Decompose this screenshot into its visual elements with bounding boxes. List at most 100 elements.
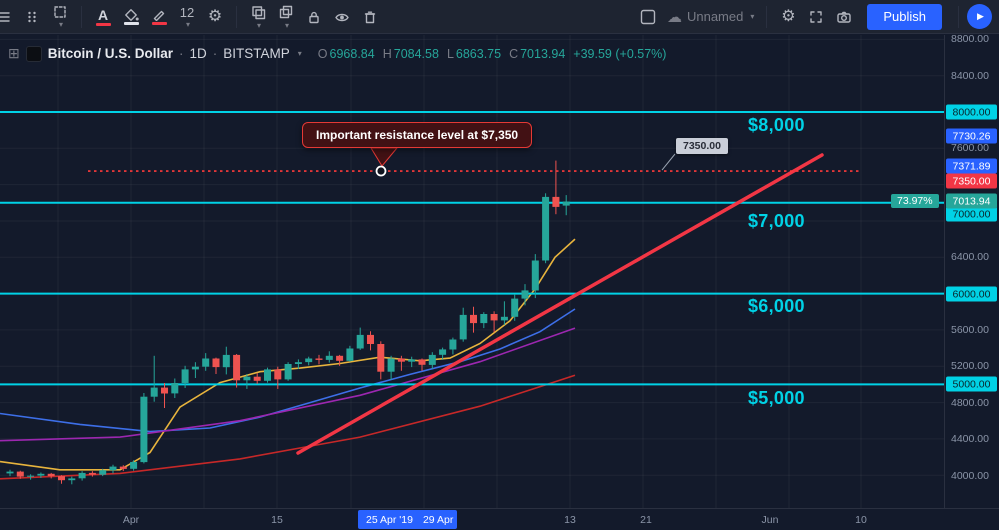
candle[interactable] — [346, 348, 354, 361]
candle[interactable] — [490, 314, 498, 321]
trend-line[interactable] — [296, 153, 824, 455]
snapshot-camera-button[interactable] — [831, 4, 857, 30]
candle[interactable] — [562, 201, 570, 206]
candle[interactable] — [470, 314, 477, 324]
drawing-settings-button[interactable]: ⚙ — [202, 4, 228, 30]
candle[interactable] — [202, 358, 210, 367]
drag-handle-icon[interactable] — [19, 4, 45, 30]
candle[interactable] — [253, 376, 261, 381]
chart-area[interactable]: ⊞ Bitcoin / U.S. Dollar · 1D · BITSTAMP … — [0, 35, 944, 508]
level-label-5000[interactable]: $5,000 — [748, 388, 805, 408]
play-button[interactable]: ▶ — [967, 4, 992, 29]
candle[interactable] — [305, 358, 313, 363]
candle[interactable] — [99, 470, 107, 475]
font-size-dropdown[interactable]: 12 ▾ — [174, 4, 200, 30]
add-symbol-icon[interactable]: ⊞ — [8, 45, 20, 61]
candle[interactable] — [6, 471, 14, 474]
candle[interactable] — [356, 334, 364, 349]
candle[interactable] — [109, 466, 117, 471]
publish-button[interactable]: Publish — [867, 3, 942, 30]
fill-color-button[interactable] — [118, 4, 144, 30]
candle[interactable] — [480, 314, 488, 324]
price-chart-svg[interactable] — [0, 35, 944, 508]
time-axis[interactable]: Apr 15 13 21 Jun 10 25 Apr '19 29 Apr — [0, 508, 999, 530]
candle[interactable] — [130, 462, 138, 469]
candle[interactable] — [233, 354, 241, 381]
candle[interactable] — [294, 362, 302, 364]
caret-down-icon: ▾ — [58, 20, 63, 29]
candle[interactable] — [459, 314, 467, 340]
visibility-eye-button[interactable] — [329, 4, 355, 30]
symbol-name[interactable]: Bitcoin / U.S. Dollar — [47, 46, 173, 61]
ma-fast-orange[interactable] — [0, 238, 576, 471]
candle[interactable] — [140, 396, 148, 463]
candle[interactable] — [27, 475, 35, 477]
candle[interactable] — [243, 376, 251, 381]
anchor-point-marker[interactable] — [375, 165, 387, 177]
price-tick: 7600.00 — [951, 142, 989, 154]
candle[interactable] — [171, 383, 179, 394]
candle[interactable] — [397, 358, 405, 362]
candle[interactable] — [274, 369, 282, 380]
chart-settings-button[interactable]: ⚙ — [775, 4, 801, 30]
candle[interactable] — [222, 354, 230, 368]
line-color-button[interactable] — [146, 4, 172, 30]
interval-value[interactable]: 1D — [189, 46, 207, 61]
delete-trash-button[interactable] — [357, 4, 383, 30]
exchange-value[interactable]: BITSTAMP — [223, 46, 290, 61]
candle[interactable] — [367, 334, 374, 344]
candle[interactable] — [88, 472, 96, 475]
close-value: 7013.94 — [520, 46, 566, 61]
candle[interactable] — [418, 359, 426, 365]
text-color-button[interactable]: A — [90, 4, 116, 30]
level-label-7000[interactable]: $7,000 — [748, 211, 805, 231]
price-note-label[interactable]: 7350.00 — [676, 138, 728, 154]
candle[interactable] — [37, 473, 45, 476]
price-axis[interactable]: 8800.00 8400.00 7600.00 6400.00 5600.00 5200.… — [944, 33, 999, 508]
level-label-6000[interactable]: $6,000 — [748, 296, 805, 316]
lock-button[interactable] — [301, 4, 327, 30]
ma-slowest-red[interactable] — [0, 374, 576, 480]
anchor-style-dropdown[interactable]: ▾ — [47, 4, 73, 30]
caret-down-icon[interactable]: ▾ — [297, 49, 302, 58]
candle[interactable] — [191, 366, 199, 370]
menu-icon[interactable] — [0, 4, 17, 30]
candle[interactable] — [119, 466, 127, 469]
candle[interactable] — [408, 359, 416, 362]
candle[interactable] — [511, 298, 519, 317]
template-button[interactable]: ▾ — [245, 4, 271, 30]
candle[interactable] — [325, 355, 333, 360]
candle[interactable] — [181, 369, 189, 383]
candle[interactable] — [449, 339, 457, 350]
candle[interactable] — [315, 358, 323, 360]
candle[interactable] — [58, 476, 65, 481]
candle[interactable] — [428, 354, 436, 365]
candle[interactable] — [531, 260, 539, 291]
candle[interactable] — [336, 355, 344, 361]
ma-mid-blue[interactable] — [0, 308, 576, 433]
candle[interactable] — [500, 316, 508, 321]
candle[interactable] — [161, 387, 168, 394]
candle[interactable] — [68, 478, 76, 481]
candle[interactable] — [284, 364, 292, 380]
clone-button[interactable]: ▾ — [273, 4, 299, 30]
candle[interactable] — [47, 473, 55, 477]
layout-button[interactable] — [635, 4, 661, 30]
candle[interactable] — [552, 196, 560, 207]
candle[interactable] — [264, 369, 271, 381]
ma-slow-purple[interactable] — [0, 327, 576, 442]
level-label-8000[interactable]: $8,000 — [748, 115, 805, 135]
fullscreen-button[interactable] — [803, 4, 829, 30]
candle[interactable] — [387, 358, 395, 372]
cloud-save-dropdown[interactable]: ☁ Unnamed ▾ — [663, 8, 758, 26]
candle[interactable] — [212, 358, 220, 368]
candle[interactable] — [377, 344, 385, 372]
candle[interactable] — [78, 472, 86, 479]
candle[interactable] — [16, 471, 24, 477]
candle[interactable] — [150, 387, 158, 397]
candle[interactable] — [542, 196, 550, 261]
candle[interactable] — [521, 290, 529, 299]
candle[interactable] — [439, 349, 447, 355]
resistance-callout[interactable]: Important resistance level at $7,350 — [302, 122, 533, 148]
